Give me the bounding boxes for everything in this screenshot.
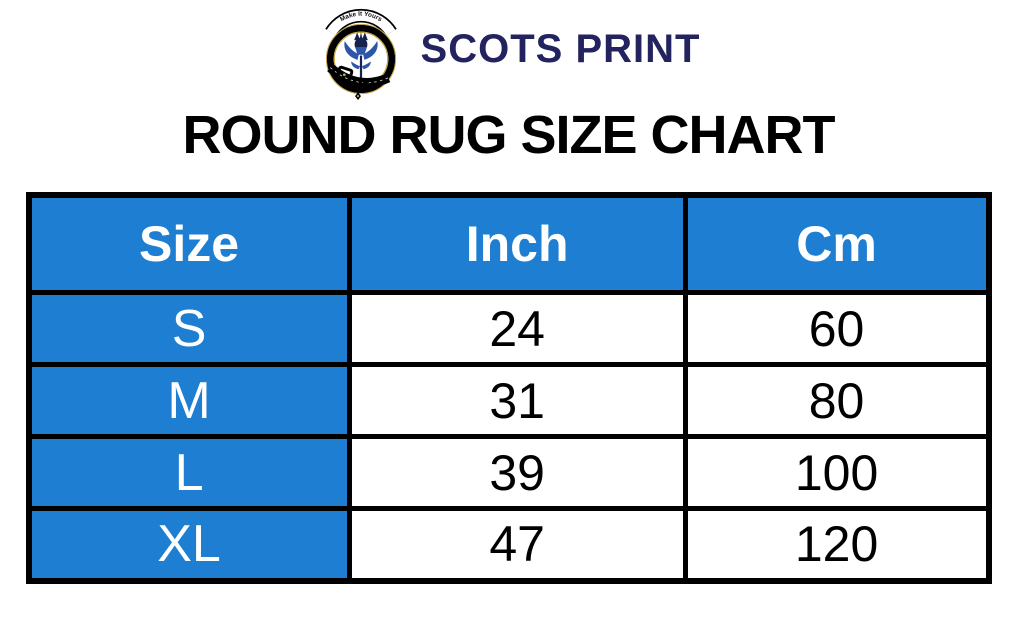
size-cell: M xyxy=(26,362,352,439)
cm-cell: 80 xyxy=(682,362,992,439)
table-row-s: S 24 60 xyxy=(26,290,992,367)
table-row-l: L 39 100 xyxy=(26,434,992,511)
inch-cell: 39 xyxy=(346,434,688,511)
brand-header: Make It Yours xyxy=(0,0,1017,100)
thistle-icon xyxy=(343,31,378,78)
inch-cell: 47 xyxy=(346,506,688,583)
header-row: Size Inch Cm xyxy=(26,192,992,295)
inch-cell: 24 xyxy=(346,290,688,367)
clan-crest-badge-icon: Make It Yours xyxy=(324,8,397,100)
size-cell: XL xyxy=(26,506,352,583)
cm-cell: 100 xyxy=(682,434,992,511)
badge-gold-outer-ring xyxy=(325,23,396,95)
table-row-xl: XL 47 120 xyxy=(26,506,992,583)
banner-ribbon xyxy=(326,10,395,36)
page-title: ROUND RUG SIZE CHART xyxy=(182,105,836,165)
col-header-inch: Inch xyxy=(346,192,688,295)
col-header-size: Size xyxy=(26,192,352,295)
table-row-m: M 31 80 xyxy=(26,362,992,439)
cm-cell: 60 xyxy=(682,290,992,367)
strap-buckle-icon xyxy=(326,63,390,100)
brand-wordmark: SCOTS PRINT xyxy=(420,27,701,71)
cm-cell: 120 xyxy=(682,506,992,583)
size-cell: S xyxy=(26,290,352,367)
size-cell: L xyxy=(26,434,352,511)
size-chart-table: Size Inch Cm S 24 60 M 31 80 L 39 100 xyxy=(25,192,992,584)
inch-cell: 31 xyxy=(346,362,688,439)
col-header-cm: Cm xyxy=(682,192,992,295)
